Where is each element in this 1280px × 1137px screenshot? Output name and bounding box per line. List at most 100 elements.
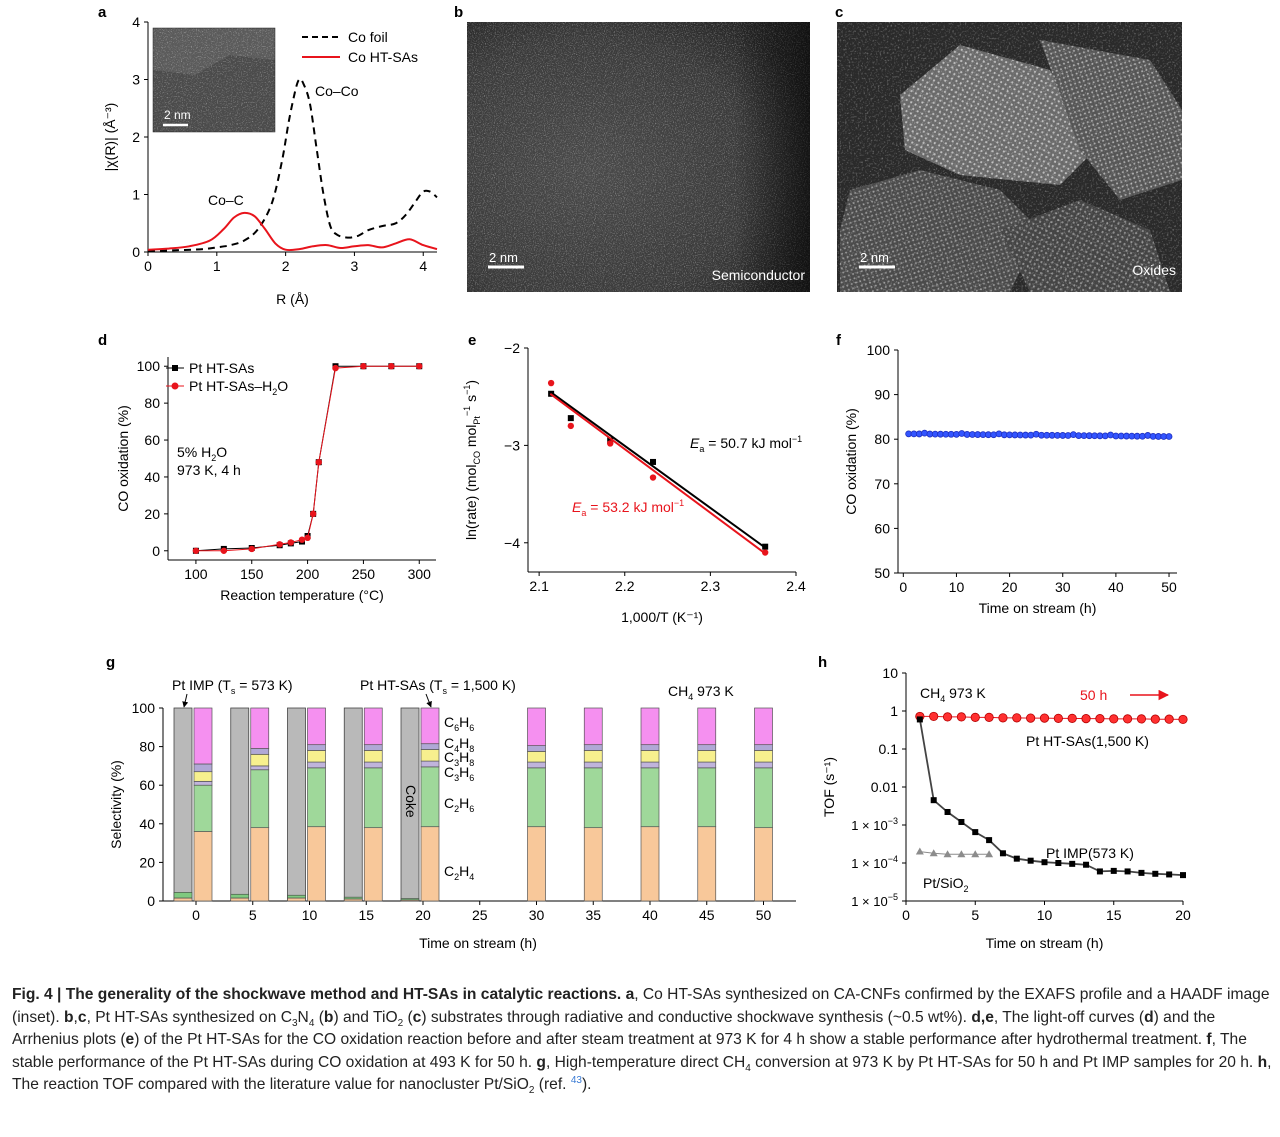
figure-caption: Fig. 4 | The generality of the shockwave… [12, 986, 1272, 1097]
data-point [984, 712, 994, 722]
panel-h-label-htsas: Pt HT-SAs(1,500 K) [1026, 733, 1149, 749]
bar-segment-c4h8 [307, 744, 326, 751]
species-part: 2 [454, 872, 459, 882]
bar-segment-c3h8 [193, 771, 213, 782]
bar-segment-c3h8 [250, 753, 270, 767]
bar-segment-c3h6 [527, 761, 546, 769]
bar-segment-c6h6 [640, 707, 660, 746]
data-point [298, 536, 306, 543]
bar-segment-c2h6 [697, 767, 717, 828]
panel-a-inset-image: 2 nm [152, 27, 276, 133]
caption-ref-link[interactable]: 43 [570, 1074, 582, 1086]
caption-sub: 2 [528, 1085, 535, 1097]
panel-g-title-ht: Pt HT-SAs (Ts = 1,500 K) [360, 677, 516, 696]
data-point [1165, 433, 1173, 440]
panel-a-axes: 0 1 2 3 4 0 1 2 3 4 R (Å) |χ(R)| (Å⁻³) [102, 14, 438, 307]
y-tick-label: 80 [139, 739, 155, 755]
panel-label-g: g [106, 654, 115, 671]
caption-text-f: , The stable performance of the Pt HT-SA… [12, 1031, 1247, 1071]
y-label-part: ) [463, 380, 479, 385]
species-part: 3 [454, 773, 459, 783]
caption-title: Fig. 4 | The generality of the shockwave… [12, 986, 622, 1003]
panel-label-h: h [818, 654, 827, 671]
data-point [957, 850, 966, 858]
legend-co-htsas: Co HT-SAs [348, 49, 418, 65]
data-point [1110, 867, 1117, 874]
data-point [416, 363, 423, 370]
data-point [1039, 713, 1050, 723]
caption-label-e: e [985, 1008, 994, 1026]
y-tick-label: 1 [890, 703, 898, 719]
bar-segment-c2h6 [527, 767, 546, 828]
y-tick-label: 1 × 10−3 [851, 816, 898, 833]
panel-h-label-sio2: Pt/SiO2 [923, 875, 968, 894]
x-tick-label: 10 [949, 579, 965, 595]
y-tick-label: 60 [874, 520, 890, 536]
data-point [761, 549, 769, 556]
bar-coke [343, 707, 363, 902]
data-point [309, 510, 317, 518]
x-tick-label: 35 [585, 907, 601, 923]
panel-e: e 2.1 2.2 2.3 2.4 −2 −3 −4 1,000/T (K⁻¹) ln(rate… [462, 332, 806, 625]
panel-d-axes: 100 150 200 250 300 0 20 40 60 80 100 Reaction temp… [115, 357, 436, 603]
x-tick-label: 2.1 [529, 578, 549, 594]
bar-segment-c2h6 [307, 767, 326, 828]
bar-segment-c3h6 [583, 761, 603, 769]
y-label-part: −1 [462, 406, 472, 416]
bar-segment-c2h6 [754, 767, 773, 829]
species-part: H [459, 863, 469, 879]
bar-segment-c3h6 [363, 761, 383, 769]
species-label: C4H8 [444, 735, 474, 754]
caption-label-d-inline: d [1144, 1008, 1154, 1026]
bar-base-c2h6 [287, 894, 306, 899]
panel-label-c: c [835, 4, 843, 21]
bar-segment-c6h6 [583, 707, 603, 746]
data-point [942, 712, 953, 722]
species-label: C3H8 [444, 749, 474, 768]
panel-e-ea-red: Ea = 53.2 kJ mol−1 [572, 498, 684, 518]
data-point [1027, 857, 1034, 864]
x-tick-label: 1 [213, 258, 221, 274]
data-point [1013, 855, 1020, 862]
bar-base-c2h6 [173, 892, 193, 899]
x-tick-label: 5 [971, 907, 979, 923]
bar-coke [173, 707, 193, 902]
species-part: 4 [469, 872, 474, 882]
species-part: C [444, 863, 454, 879]
annotation-co-c: Co–C [208, 192, 244, 208]
panel-label-d: d [98, 332, 107, 349]
caption-text-bc5: ( [403, 1008, 413, 1026]
species-part: 6 [469, 804, 474, 814]
x-tick-label: 150 [240, 566, 264, 582]
data-point [388, 363, 395, 370]
legend-pt-htsas-h2o: Pt HT-SAs–H2O [189, 378, 288, 397]
y-tick-label: 1 × 10−4 [851, 854, 898, 871]
panel-g-coke-label: Coke [403, 785, 419, 818]
bar-segment-c3h8 [583, 750, 603, 763]
bar-segment-c4h8 [363, 744, 383, 751]
species-part: 8 [469, 758, 474, 768]
data-point [1083, 861, 1090, 868]
bar-segment-c6h6 [697, 707, 717, 746]
x-tick-label: 2.3 [701, 578, 721, 594]
x-tick-label: 250 [352, 566, 376, 582]
annotation-co-co: Co–Co [315, 83, 359, 99]
panel-g-condition: CH4 973 K [668, 683, 734, 702]
bar-segment-c2h6 [250, 769, 270, 829]
y-axis-label: ln(rate) (molCO molPt−1 s−1) [462, 380, 482, 540]
caption-text-g2: conversion at 973 K by Pt HT-SAs for 50 … [750, 1053, 1254, 1071]
y-axis-label: Selectivity (%) [108, 760, 124, 849]
species-part: 2 [454, 804, 459, 814]
bar-segment-c2h6 [640, 767, 660, 828]
panel-label-a: a [98, 4, 107, 21]
bar-segment-c3h6 [640, 761, 660, 769]
y-axis-label: CO oxidation (%) [115, 405, 131, 512]
bar-segment-c2h6 [363, 767, 383, 829]
x-tick-label: 50 [756, 907, 772, 923]
x-tick-label: 300 [408, 566, 432, 582]
species-label: C6H6 [444, 714, 474, 733]
y-tick-label: 0.1 [879, 741, 899, 757]
y-tick-exp: −3 [888, 816, 898, 826]
bar-segment-c6h6 [527, 707, 546, 746]
